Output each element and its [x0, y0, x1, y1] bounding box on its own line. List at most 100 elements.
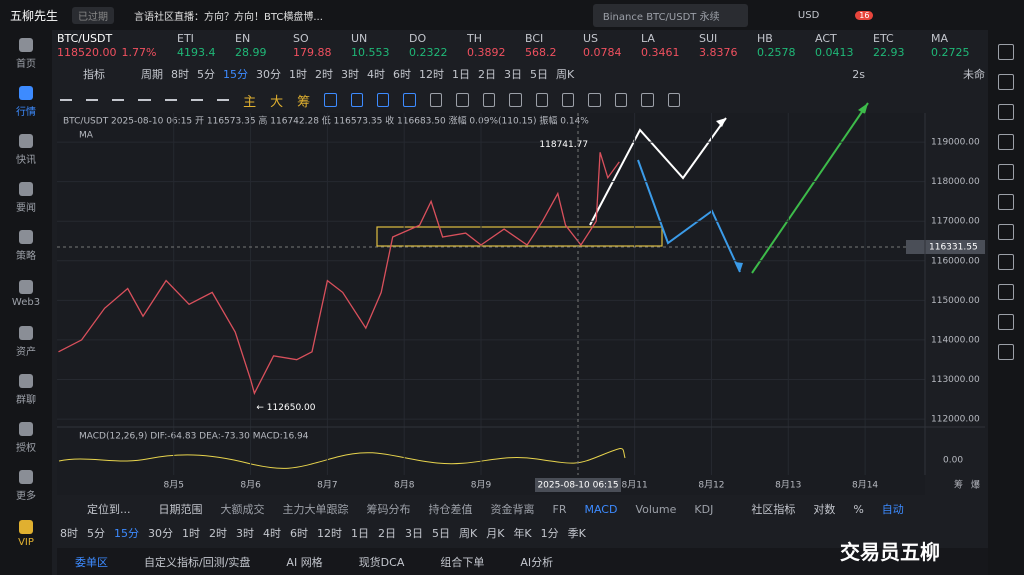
sidebar-item[interactable]: 授权 — [16, 414, 36, 462]
sidebar-item[interactable]: 更多 — [16, 462, 36, 510]
ticker[interactable]: BCI 568.2 — [525, 32, 583, 60]
interval[interactable]: 1时 — [289, 68, 307, 81]
indicator-tab[interactable]: 筹码分布 — [366, 503, 411, 516]
ticker[interactable]: ACT 0.0413 — [815, 32, 873, 60]
ticker[interactable]: SO 179.88 — [293, 32, 351, 60]
refresh[interactable]: 2s — [852, 67, 865, 81]
interval[interactable]: 3日 — [504, 68, 522, 81]
indicator-option[interactable]: % — [853, 502, 864, 516]
main-ticker[interactable]: BTC/USDT 118520.00 1.77% — [57, 32, 177, 60]
draw-tool[interactable] — [403, 93, 416, 107]
sidebar-item[interactable]: 资产 — [16, 318, 36, 366]
timeframe[interactable]: 4时 — [263, 527, 281, 540]
indicator-btn[interactable]: 指标 — [83, 68, 105, 81]
tag[interactable]: 大 — [270, 94, 284, 110]
bottom-tab[interactable]: 组合下单 — [440, 555, 485, 569]
ticker[interactable]: US 0.0784 — [583, 32, 641, 60]
ticker[interactable]: TH 0.3892 — [467, 32, 525, 60]
draw-tool[interactable] — [482, 93, 496, 107]
interval[interactable]: 4时 — [367, 68, 385, 81]
layout-name[interactable]: 未命名 — [962, 68, 985, 81]
period-btn[interactable]: 周期 — [141, 68, 163, 81]
timeframe[interactable]: 1日 — [351, 527, 369, 540]
currency[interactable]: USD — [797, 9, 820, 21]
sidebar-item[interactable]: 首页 — [16, 30, 36, 78]
indicator-tab[interactable]: 主力大单跟踪 — [282, 503, 349, 516]
bottom-tab[interactable]: 现货DCA — [358, 555, 405, 569]
ticker[interactable]: EN 28.99 — [235, 32, 293, 60]
timeframe[interactable]: 年K — [513, 527, 532, 540]
ticker[interactable]: HB 0.2578 — [757, 32, 815, 60]
timeframe[interactable]: 3时 — [236, 527, 254, 540]
indicator-tab[interactable]: 大额成交 — [220, 503, 265, 516]
draw-tool[interactable] — [614, 93, 628, 107]
tag[interactable]: 筹 — [297, 94, 311, 110]
draw-tool[interactable] — [60, 99, 73, 101]
ticker[interactable]: SUI 3.8376 — [699, 32, 757, 60]
timeframe[interactable]: 1分 — [540, 527, 559, 540]
sidebar-item[interactable]: 群聊 — [16, 366, 36, 414]
sidebar-item[interactable]: 快讯 — [16, 126, 36, 174]
draw-tool[interactable] — [112, 99, 125, 101]
interval[interactable]: 1日 — [452, 68, 470, 81]
timeframe[interactable]: 2时 — [209, 527, 227, 540]
bottom-tab[interactable]: 自定义指标/回测/实盘 — [144, 555, 251, 569]
draw-tool[interactable] — [350, 93, 363, 107]
timeframe[interactable]: 30分 — [148, 527, 173, 540]
sidebar-item[interactable]: Web3 — [12, 270, 40, 318]
timeframe[interactable]: 15分 — [114, 527, 139, 540]
interval[interactable]: 周K — [556, 68, 575, 81]
indicator-tab[interactable]: FR — [552, 502, 567, 516]
search[interactable]: Binance BTC/USDT 永续 — [592, 3, 748, 27]
draw-tool[interactable] — [138, 99, 151, 101]
timeframe[interactable]: 月K — [486, 527, 505, 540]
ticker[interactable]: ETI 4193.4 — [177, 32, 235, 60]
bottom-tab[interactable]: 委单区 — [75, 555, 108, 569]
interval[interactable]: 2日 — [478, 68, 496, 81]
interval[interactable]: 3时 — [341, 68, 359, 81]
locate[interactable]: 定位到... — [87, 503, 131, 516]
indicator-option[interactable]: 对数 — [813, 503, 836, 516]
draw-tool[interactable] — [561, 93, 575, 107]
draw-tool[interactable] — [324, 93, 337, 107]
ticker[interactable]: MA 0.2725 — [931, 32, 985, 60]
draw-tool[interactable] — [429, 93, 443, 107]
ticker[interactable]: LA 0.3461 — [641, 32, 699, 60]
interval[interactable]: 12时 — [419, 68, 444, 81]
interval[interactable]: 8时 — [171, 68, 189, 81]
draw-tool[interactable] — [641, 93, 654, 107]
indicator-tab[interactable]: Volume — [635, 502, 677, 516]
draw-tool[interactable] — [588, 93, 601, 107]
timeframe[interactable]: 5日 — [432, 527, 450, 540]
indicator-tab[interactable]: KDJ — [694, 502, 714, 516]
sidebar-item[interactable]: VIP — [18, 510, 34, 558]
draw-tool[interactable] — [216, 99, 230, 101]
timeframe[interactable]: 周K — [459, 527, 478, 540]
sidebar-item[interactable]: 要闻 — [16, 174, 36, 222]
interval[interactable]: 6时 — [393, 68, 411, 81]
interval[interactable]: 30分 — [256, 68, 281, 81]
draw-tool[interactable] — [190, 99, 203, 101]
indicator-option[interactable]: 社区指标 — [751, 503, 796, 516]
interval[interactable]: 5日 — [530, 68, 548, 81]
date-range[interactable]: 日期范围 — [158, 503, 203, 516]
ticker[interactable]: UN 10.553 — [351, 32, 409, 60]
indicator-option[interactable]: 自动 — [881, 503, 904, 516]
draw-tool[interactable] — [164, 99, 177, 101]
news[interactable]: 言语社区直播：方向？方向！BTC横盘博... — [134, 11, 323, 23]
timeframe[interactable]: 5分 — [87, 527, 105, 540]
timeframe[interactable]: 12时 — [317, 527, 342, 540]
bottom-tab[interactable]: AI 网格 — [286, 555, 323, 569]
timeframe[interactable]: 3日 — [405, 527, 423, 540]
draw-tool[interactable] — [376, 93, 390, 107]
sidebar-item[interactable]: 行情 — [16, 78, 36, 126]
indicator-tab[interactable]: 资金背离 — [490, 503, 535, 516]
interval[interactable]: 15分 — [223, 68, 248, 81]
ticker[interactable]: DO 0.2322 — [409, 32, 467, 60]
timeframe[interactable]: 1时 — [182, 527, 200, 540]
timeframe[interactable]: 2日 — [378, 527, 396, 540]
indicator-tab[interactable]: 持仓差值 — [428, 503, 473, 516]
draw-tool[interactable] — [456, 93, 469, 107]
draw-tool[interactable] — [667, 93, 680, 107]
interval[interactable]: 2时 — [315, 68, 333, 81]
